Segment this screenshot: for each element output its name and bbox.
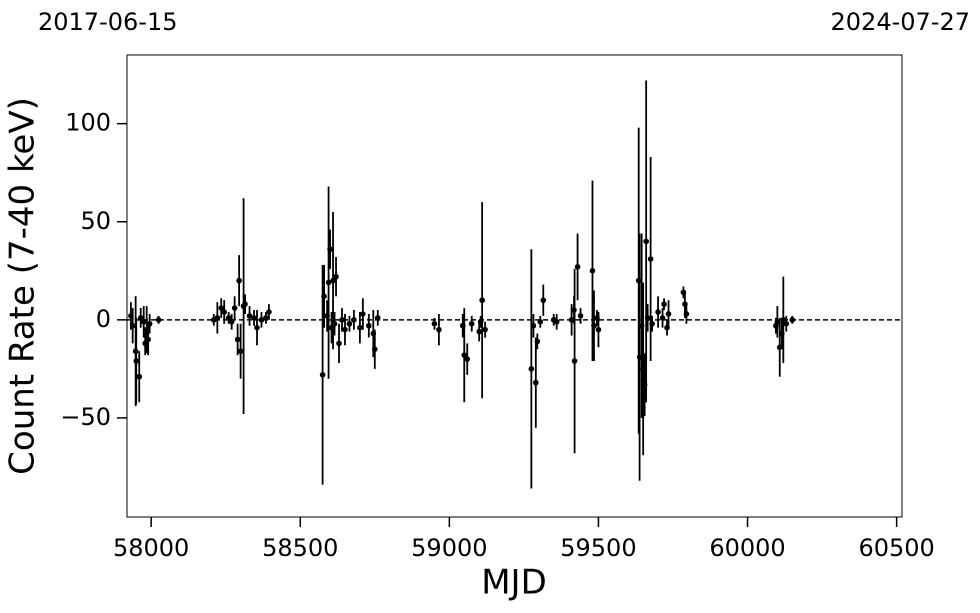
data-point bbox=[137, 315, 144, 321]
data-point bbox=[476, 328, 482, 335]
data-point bbox=[468, 320, 475, 327]
top-left-label: 2017-06-15 bbox=[38, 8, 177, 36]
data-point bbox=[225, 315, 232, 321]
data-point bbox=[228, 319, 235, 325]
data-point bbox=[346, 320, 353, 327]
data-point bbox=[577, 313, 584, 319]
x-tick-label: 59000 bbox=[411, 534, 487, 562]
data-point bbox=[537, 319, 544, 325]
data-point bbox=[683, 311, 690, 317]
data-point bbox=[357, 324, 363, 331]
data-point bbox=[251, 315, 257, 321]
data-point bbox=[783, 320, 790, 327]
data-point bbox=[237, 348, 244, 355]
y-tick-label: 0 bbox=[96, 305, 111, 333]
data-point bbox=[661, 301, 667, 307]
data-point bbox=[145, 336, 151, 343]
data-point bbox=[330, 277, 336, 284]
data-point bbox=[319, 371, 326, 378]
data-point bbox=[254, 324, 260, 331]
data-point bbox=[140, 319, 147, 325]
data-point bbox=[571, 358, 578, 364]
data-point bbox=[595, 326, 602, 333]
plot-frame bbox=[126, 54, 903, 518]
data-point bbox=[263, 315, 269, 321]
data-point bbox=[351, 317, 357, 323]
data-point bbox=[431, 320, 438, 327]
data-point bbox=[655, 309, 661, 315]
data-point bbox=[214, 315, 221, 321]
data-point bbox=[643, 238, 649, 245]
data-point bbox=[574, 264, 581, 270]
y-axis-label: Count Rate (7-40 keV) bbox=[3, 97, 43, 475]
data-point bbox=[342, 326, 348, 333]
data-point bbox=[246, 313, 253, 319]
data-point bbox=[374, 315, 381, 321]
data-point bbox=[482, 326, 488, 333]
data-point bbox=[136, 373, 143, 380]
y-tick-label: 50 bbox=[80, 207, 111, 235]
data-point bbox=[464, 356, 471, 362]
data-point bbox=[649, 320, 655, 327]
data-point bbox=[333, 273, 339, 280]
data-point bbox=[331, 320, 338, 327]
data-point bbox=[360, 311, 366, 317]
data-point bbox=[479, 297, 485, 304]
data-point bbox=[665, 311, 672, 317]
data-point bbox=[242, 301, 248, 307]
x-tick-label: 60500 bbox=[858, 534, 934, 562]
data-point bbox=[236, 277, 242, 284]
data-point bbox=[234, 336, 241, 343]
data-point bbox=[591, 322, 597, 329]
data-point bbox=[258, 317, 265, 323]
data-point bbox=[568, 317, 575, 323]
data-point bbox=[789, 317, 796, 323]
data-point bbox=[540, 297, 547, 304]
data-point bbox=[146, 320, 153, 327]
y-tick-label: 100 bbox=[65, 109, 111, 137]
data-point bbox=[366, 322, 372, 329]
data-point bbox=[133, 358, 140, 364]
data-point bbox=[336, 340, 342, 347]
data-point bbox=[321, 293, 327, 300]
data-point bbox=[221, 309, 228, 315]
data-point bbox=[647, 256, 654, 262]
data-point bbox=[155, 317, 162, 323]
x-axis-label: MJD bbox=[481, 563, 547, 603]
top-right-label: 2024-07-27 bbox=[831, 8, 970, 36]
data-point bbox=[659, 315, 666, 321]
data-point bbox=[325, 279, 332, 286]
x-tick-label: 59500 bbox=[560, 534, 636, 562]
data-point bbox=[589, 267, 596, 274]
data-point bbox=[436, 326, 442, 333]
data-point bbox=[339, 317, 345, 323]
data-point bbox=[533, 379, 539, 386]
data-point bbox=[534, 338, 541, 345]
data-point bbox=[266, 309, 272, 315]
data-point bbox=[231, 305, 238, 311]
x-tick-label: 58500 bbox=[262, 534, 338, 562]
data-point bbox=[461, 352, 468, 358]
data-point bbox=[553, 319, 560, 325]
data-point bbox=[327, 246, 333, 253]
x-tick-label: 58000 bbox=[113, 534, 189, 562]
data-point bbox=[780, 317, 787, 323]
x-tick-label: 60000 bbox=[709, 534, 785, 562]
data-point bbox=[218, 305, 225, 311]
data-point bbox=[129, 322, 136, 329]
data-point bbox=[530, 322, 537, 329]
data-point bbox=[644, 315, 651, 321]
y-tick-label: −50 bbox=[60, 403, 111, 431]
data-point bbox=[774, 319, 781, 325]
data-point bbox=[528, 366, 535, 372]
data-point bbox=[371, 346, 378, 353]
